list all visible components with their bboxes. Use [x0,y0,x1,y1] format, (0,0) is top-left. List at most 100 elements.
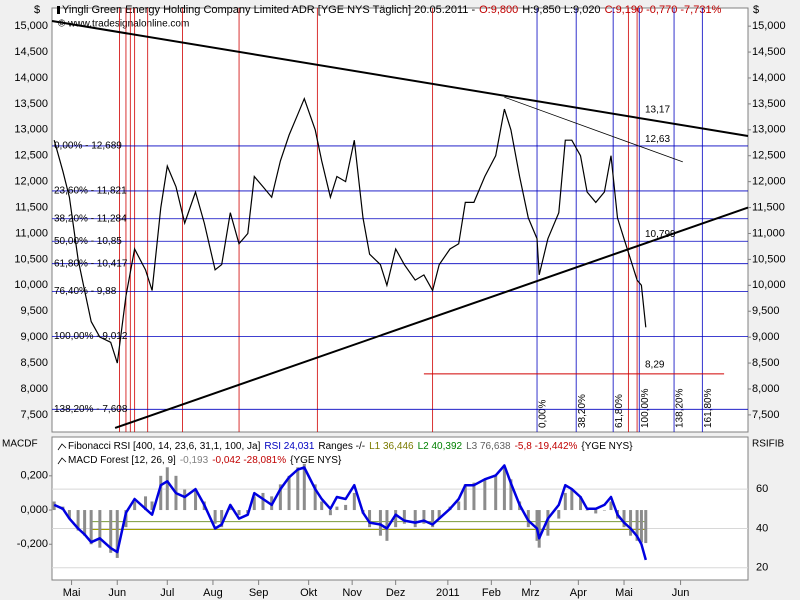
y-axis-label: $ [34,4,40,16]
histogram-bar [328,510,332,516]
legend-detail: -0,193 [180,455,209,466]
y-tick-label: 10,500 [752,253,786,265]
legend-detail: {YGE NYS} [290,455,342,466]
fib-level-label: 100,00% - 9,012 [54,331,128,342]
y-tick-label: 14,000 [752,72,786,84]
histogram-bar [622,510,626,528]
y2-tick-label: 20 [756,562,768,574]
histogram-bar [594,510,598,514]
y-tick-label: 8,500 [20,357,48,369]
y-tick-label: 14,500 [14,46,48,58]
histogram-bar [537,510,541,548]
legend-detail: Ranges -/- [318,441,365,452]
histogram-bar [165,467,169,511]
trendline [504,96,683,163]
x-tick-label: Apr [570,587,587,599]
legend-detail: -0,042 -28,081% [212,455,286,466]
legend-entry: MACD Forest [12, 26, 9] -0,193 -0,042 -28,… [68,455,342,466]
histogram-bar [602,510,606,511]
y-tick-label: 13,000 [752,124,786,136]
histogram-bar [502,467,506,511]
histogram-bar [629,510,633,536]
y-tick-label: 0,000 [20,504,48,516]
histogram-bar [67,510,71,519]
logo-icon [57,6,60,14]
y-tick-label: 7,500 [752,409,780,421]
histogram-bar [76,510,80,531]
header-part: C:9,190 -0,770 -7,731% [605,4,722,16]
x-tick-label: Jun [108,587,126,599]
y-tick-label: 8,500 [752,357,780,369]
y-axis-label: MACDF [2,439,38,450]
y-tick-label: 9,500 [752,305,780,317]
histogram-bar [402,510,406,524]
x-tick-label: Mrz [521,587,539,599]
histogram-bar [352,492,356,511]
histogram-bar [457,501,461,511]
y-tick-label: 12,500 [752,150,786,162]
x-tick-label: Jul [160,587,174,599]
histogram-bar [183,489,187,511]
histogram-bar [109,510,113,553]
histogram-bar [644,510,648,544]
histogram-bar [557,510,561,519]
fib-time-label: 0,00% [538,400,549,428]
y-tick-label: 13,000 [14,124,48,136]
legend-detail: RSI 24,031 [264,441,314,452]
fib-level-label: 138,20% - 7,608 [54,404,128,415]
y-tick-label: 13,500 [14,98,48,110]
histogram-bar [150,501,154,511]
y-tick-label: 8,000 [752,383,780,395]
y-tick-label: 10,000 [14,279,48,291]
histogram-bar [213,510,217,524]
fib-level-label: 23,60% - 11,821 [54,186,127,197]
trendline-label: 13,17 [645,105,670,116]
histogram-bar [378,510,382,536]
x-tick-label: Jun [672,587,690,599]
histogram-bar [237,510,241,516]
histogram-bar [228,506,232,511]
fib-time-label: 61,80% [614,394,625,428]
x-tick-label: Sep [249,587,269,599]
y-tick-label: 11,500 [15,201,48,213]
histogram-bar [585,510,589,511]
x-tick-label: Okt [300,587,317,599]
y-tick-label: 11,000 [752,227,785,239]
fib-time-label: 100,00% [640,388,651,428]
y2-tick-label: 60 [756,483,768,495]
histogram-bar [194,489,198,511]
histogram-bar [296,467,300,511]
legend-detail: {YGE NYS} [581,441,633,452]
histogram-bar [437,510,441,519]
trendline [114,206,749,429]
y-tick-label: 9,000 [752,331,780,343]
y-tick-label: 12,000 [14,176,48,188]
histogram-bar [535,510,539,541]
histogram-bar [89,510,93,545]
histogram-bar [546,510,550,536]
y-tick-label: 13,500 [752,98,786,110]
histogram-bar [635,510,639,541]
legend-name: MACD Forest [12, 26, 9] [68,455,176,466]
x-tick-label: Aug [203,587,223,599]
y-axis-label: $ [753,4,759,16]
legend-detail: L2 40,392 [418,441,463,452]
fib-level-label: 38,20% - 11,284 [54,213,127,224]
histogram-bar [563,492,567,511]
y-tick-label: -0,200 [17,538,48,550]
y-tick-label: 9,500 [20,305,48,317]
y-tick-label: 12,000 [752,176,786,188]
fib-time-label: 38,20% [577,394,588,428]
histogram-bar [335,506,339,511]
trendline-label: 8,29 [645,360,665,371]
histogram-bar [413,510,417,528]
rsi-line [53,464,648,561]
histogram-bar [609,501,613,511]
x-tick-label: Dez [386,587,406,599]
trendline-label: 10,799 [645,229,676,240]
histogram-bar [463,484,467,511]
y-tick-label: 8,000 [20,383,48,395]
fib-level-label: 50,00% - 10,85 [54,236,122,247]
histogram-bar [320,501,324,511]
